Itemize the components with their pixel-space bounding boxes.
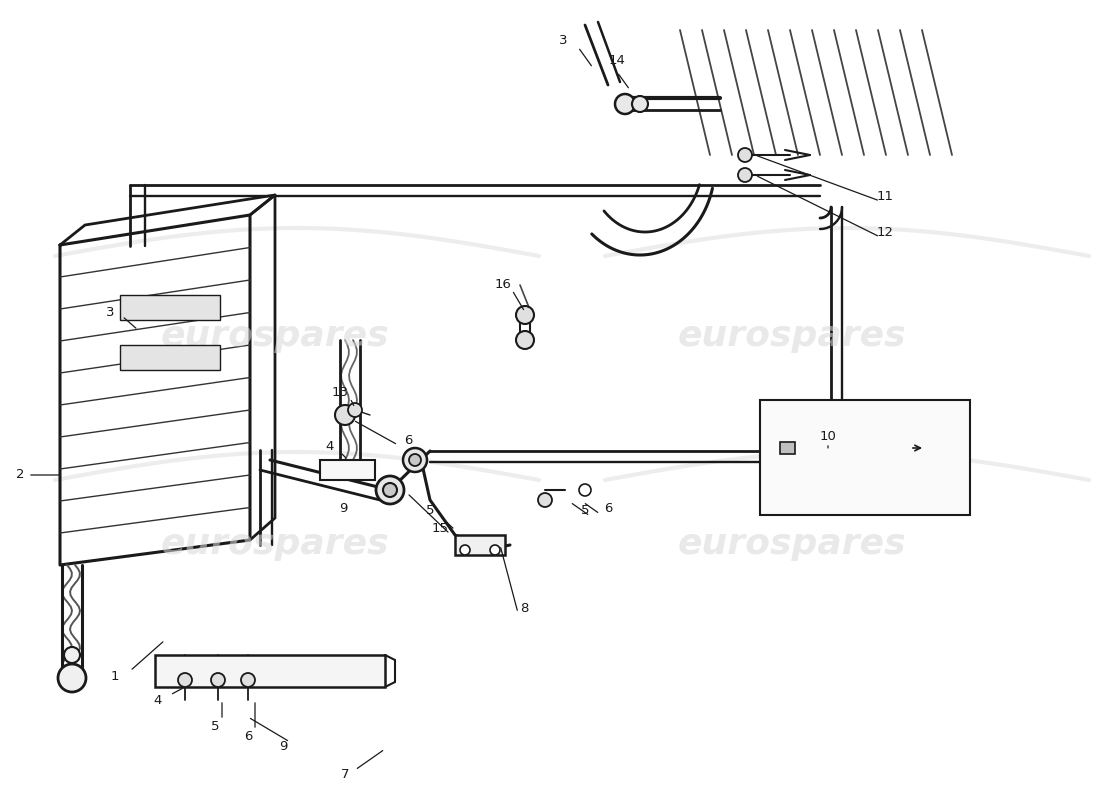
Text: eurospares: eurospares: [678, 527, 906, 561]
Circle shape: [516, 306, 534, 324]
Text: 6: 6: [404, 434, 412, 446]
Circle shape: [538, 493, 552, 507]
Text: 5: 5: [581, 503, 590, 517]
Circle shape: [336, 405, 355, 425]
Circle shape: [241, 673, 255, 687]
Circle shape: [64, 647, 80, 663]
Circle shape: [409, 454, 421, 466]
Bar: [780, 442, 795, 454]
Circle shape: [178, 673, 192, 687]
Text: 12: 12: [877, 226, 893, 238]
Text: 5: 5: [426, 503, 434, 517]
Bar: [120, 345, 220, 370]
Text: 9: 9: [339, 502, 348, 514]
Circle shape: [738, 168, 752, 182]
Circle shape: [738, 148, 752, 162]
Text: 13: 13: [331, 386, 349, 399]
Text: eurospares: eurospares: [678, 319, 906, 353]
Bar: [120, 295, 220, 320]
Text: 3: 3: [559, 34, 568, 46]
Circle shape: [615, 94, 635, 114]
Text: 3: 3: [106, 306, 114, 318]
Text: 6: 6: [244, 730, 252, 742]
Text: 4: 4: [154, 694, 162, 706]
Text: 4: 4: [326, 439, 334, 453]
Circle shape: [490, 545, 500, 555]
Circle shape: [58, 664, 86, 692]
Text: 10: 10: [820, 430, 836, 442]
Bar: [320, 460, 375, 480]
Bar: [455, 535, 505, 555]
Text: 15: 15: [431, 522, 449, 534]
Text: 2: 2: [15, 469, 24, 482]
Circle shape: [403, 448, 427, 472]
Circle shape: [632, 96, 648, 112]
Bar: [155, 655, 385, 687]
Text: 9: 9: [278, 741, 287, 754]
Text: 5: 5: [211, 719, 219, 733]
Text: eurospares: eurospares: [161, 319, 389, 353]
Circle shape: [211, 673, 226, 687]
Circle shape: [460, 545, 470, 555]
Text: 14: 14: [608, 54, 626, 66]
Bar: [760, 400, 970, 515]
Circle shape: [516, 331, 534, 349]
Text: eurospares: eurospares: [161, 527, 389, 561]
Text: 7: 7: [341, 769, 350, 782]
Circle shape: [383, 483, 397, 497]
Circle shape: [579, 484, 591, 496]
Text: 1: 1: [111, 670, 119, 682]
Circle shape: [348, 403, 362, 417]
Circle shape: [376, 476, 404, 504]
Text: 6: 6: [604, 502, 613, 514]
Text: 8: 8: [520, 602, 528, 614]
Text: 16: 16: [495, 278, 512, 290]
Text: 11: 11: [877, 190, 893, 202]
